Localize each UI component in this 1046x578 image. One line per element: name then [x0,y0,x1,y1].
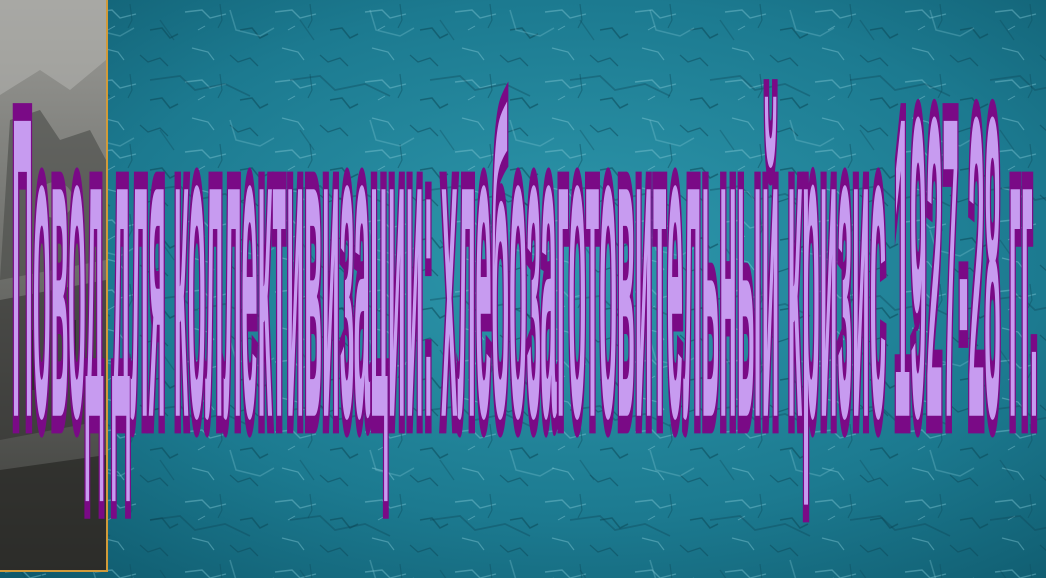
slide-title: Повод для коллективизации: хлебозаготови… [12,29,1038,509]
historical-photo [0,0,108,572]
